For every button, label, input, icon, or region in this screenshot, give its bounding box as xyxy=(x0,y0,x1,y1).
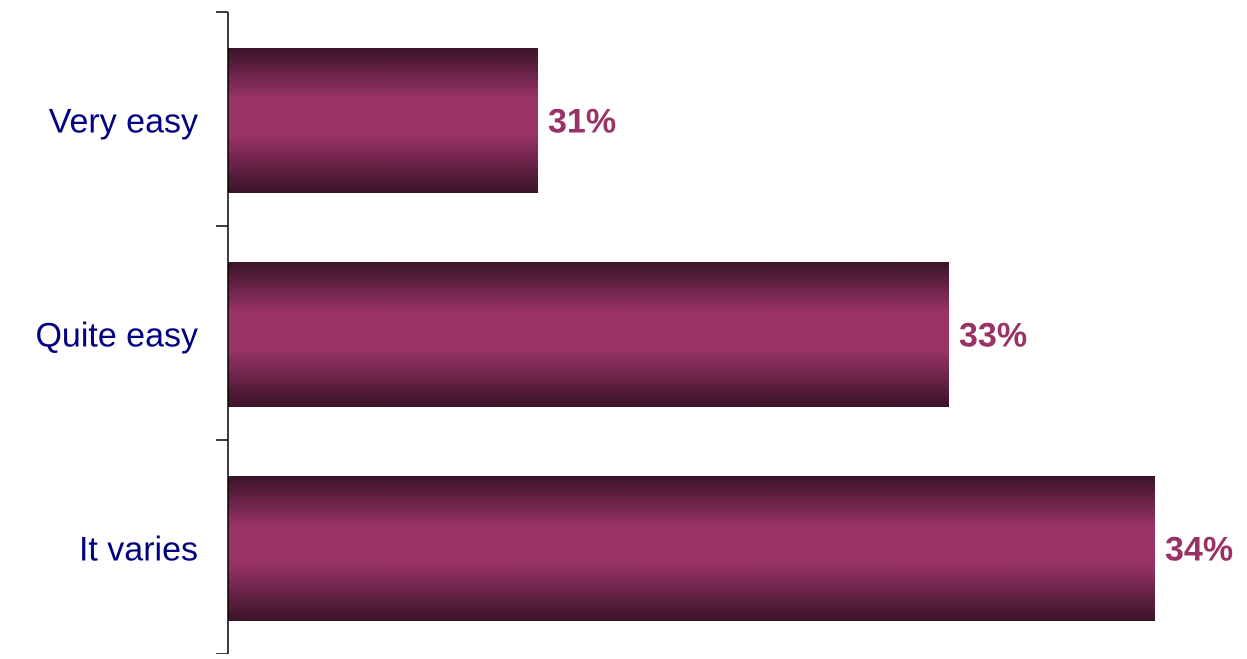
bars-layer xyxy=(228,48,1155,621)
data-label: 33% xyxy=(959,317,1027,355)
bar-it-varies xyxy=(228,476,1155,621)
bar-quite-easy xyxy=(228,262,949,407)
labels-layer: Very easy 31% Quite easy 33% It varies 34% xyxy=(35,103,1233,569)
category-label: Very easy xyxy=(49,103,198,141)
category-label: Quite easy xyxy=(35,317,198,355)
data-label: 34% xyxy=(1165,531,1233,569)
bar-very-easy xyxy=(228,48,538,193)
y-axis xyxy=(216,11,229,655)
category-label: It varies xyxy=(79,531,198,569)
data-label: 31% xyxy=(548,103,616,141)
